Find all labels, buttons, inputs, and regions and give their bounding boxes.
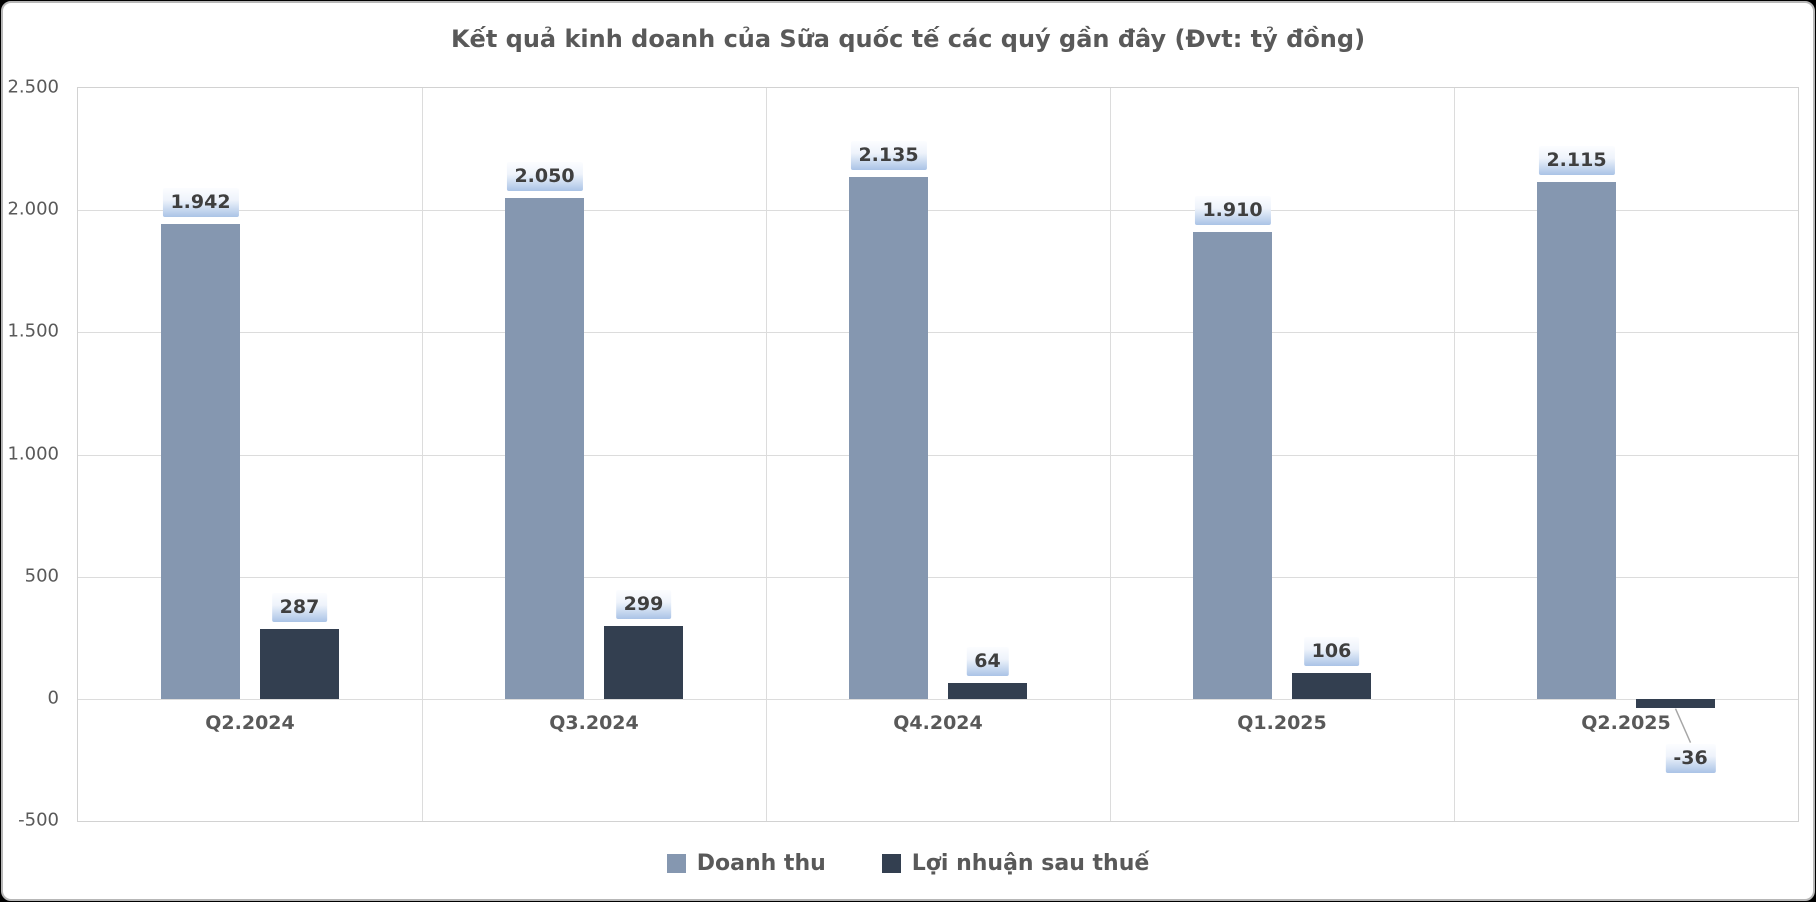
- data-label: 64: [966, 647, 1009, 677]
- legend-item-loi-nhuan: Lợi nhuận sau thuế: [881, 851, 1150, 876]
- data-label: 1.910: [1194, 196, 1271, 226]
- chart-title: Kết quả kinh doanh của Sữa quốc tế các q…: [450, 25, 1366, 53]
- category-separator: [1110, 88, 1111, 821]
- bar-doanh-thu-q3-2024: [505, 197, 584, 699]
- y-axis: 2.500 2.000 1.500 1.000 500 0 -500: [3, 77, 63, 831]
- y-axis-tick-label: 2.000: [7, 198, 59, 220]
- bar-loi-nhuan-q4-2024: [948, 683, 1027, 699]
- y-axis-tick-label: 0: [47, 687, 59, 709]
- bar-doanh-thu-q2-2025: [1537, 182, 1616, 699]
- x-axis-label-q1-2025: Q1.2025: [1237, 711, 1327, 734]
- plot-area: 1.942 2.050 2.135 1.910 2.115 287 299 64 106 -36 Q…: [77, 87, 1799, 822]
- category-separator: [422, 88, 423, 821]
- bar-doanh-thu-q4-2024: [849, 177, 928, 699]
- y-axis-tick-label: -500: [18, 809, 59, 831]
- h-gridline: [78, 332, 1798, 334]
- data-label: 2.115: [1538, 146, 1615, 176]
- y-axis-tick-label: 1.500: [7, 320, 59, 342]
- bar-loi-nhuan-q2-2025: [1636, 698, 1715, 708]
- y-axis-tick-label: 500: [24, 565, 59, 587]
- data-label: 299: [615, 589, 672, 619]
- h-gridline: [78, 576, 1798, 578]
- x-axis-label-q2-2025: Q2.2025: [1581, 711, 1671, 734]
- category-separator: [1454, 88, 1455, 821]
- legend-item-doanh-thu: Doanh thu: [666, 851, 826, 876]
- data-label: 287: [271, 592, 328, 622]
- h-gridline: [78, 210, 1798, 212]
- x-axis-label-q3-2024: Q3.2024: [549, 711, 639, 734]
- bar-doanh-thu-q2-2024: [161, 224, 240, 699]
- bar-loi-nhuan-q3-2024: [604, 625, 683, 699]
- h-gridline: [78, 698, 1798, 700]
- y-axis-tick-label: 2.500: [7, 76, 59, 98]
- h-gridline: [78, 454, 1798, 456]
- bar-loi-nhuan-q1-2025: [1292, 672, 1371, 699]
- bar-loi-nhuan-q2-2024: [260, 628, 339, 699]
- legend-label: Lợi nhuận sau thuế: [911, 851, 1150, 876]
- y-axis-tick-label: 1.000: [7, 443, 59, 464]
- bar-doanh-thu-q1-2025: [1193, 232, 1272, 699]
- data-label: 1.942: [162, 188, 239, 218]
- data-label: 106: [1303, 636, 1360, 666]
- data-label: -36: [1665, 743, 1716, 773]
- x-axis-label-q2-2024: Q2.2024: [205, 711, 295, 734]
- category-separator: [766, 88, 767, 821]
- legend: Doanh thu Lợi nhuận sau thuế: [3, 851, 1813, 876]
- x-axis-label-q4-2024: Q4.2024: [893, 711, 983, 734]
- legend-swatch-icon: [881, 854, 901, 873]
- legend-swatch-icon: [666, 854, 686, 873]
- data-label: 2.135: [850, 141, 927, 171]
- legend-label: Doanh thu: [696, 851, 826, 876]
- leader-line: [1674, 708, 1692, 743]
- data-label: 2.050: [506, 161, 583, 191]
